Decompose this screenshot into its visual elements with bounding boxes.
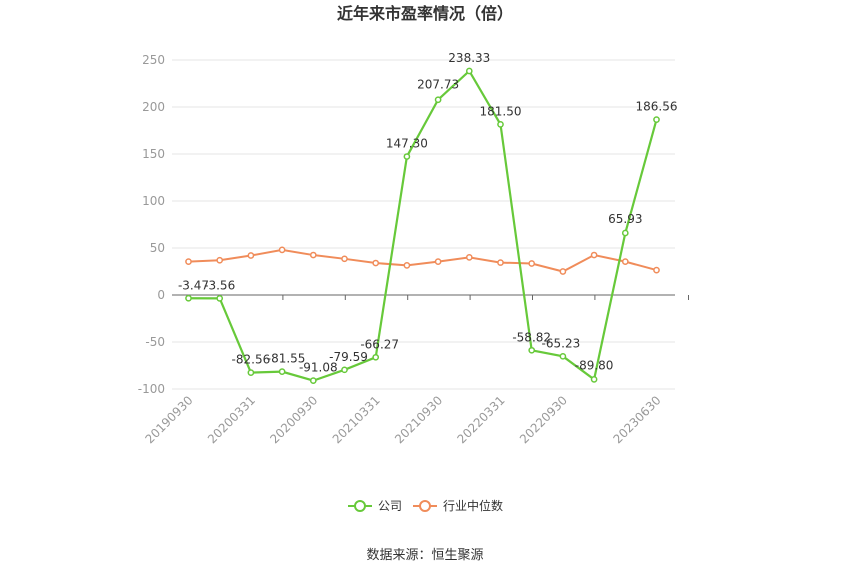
data-source: 数据来源：恒生聚源 <box>366 548 483 563</box>
company-pe-data-label: -58.82 <box>512 330 551 344</box>
company-pe-data-label: -3.56 <box>204 278 235 292</box>
x-tick-label: 20220331 <box>455 393 508 446</box>
industry-median-pe-point[interactable] <box>559 268 567 275</box>
company-pe-point[interactable] <box>216 294 224 302</box>
chart-title: 近年来市盈率情况（倍） <box>337 4 513 23</box>
industry-median-pe-point[interactable] <box>372 259 380 267</box>
legend-marker-swatch <box>354 500 366 512</box>
company-pe-point[interactable] <box>434 96 442 104</box>
industry-median-pe-point[interactable] <box>247 252 255 259</box>
company-pe-point[interactable] <box>465 67 473 75</box>
industry-median-pe-point[interactable] <box>403 262 411 269</box>
x-tick-label: 20220930 <box>517 393 570 446</box>
x-tick-label: 20190930 <box>143 393 196 446</box>
y-tick-label: 200 <box>142 100 165 114</box>
series-layer: -3.47-3.56 -82.56-81.55-91.08-79.59-66.27… <box>178 51 678 384</box>
company-pe-point[interactable] <box>403 153 411 160</box>
x-tick-label: 20210331 <box>330 393 383 446</box>
company-pe-point[interactable] <box>590 376 598 383</box>
industry-median-pe-point[interactable] <box>341 255 348 263</box>
company-pe-data-label: -79.59 <box>329 350 368 364</box>
y-tick-label: -100 <box>138 382 165 396</box>
company-pe-data-label: -91.08 <box>299 361 338 375</box>
company-pe-data-label: 147.30 <box>386 137 428 151</box>
y-tick-label: 250 <box>142 53 165 67</box>
company-pe-data-label: 238.33 <box>448 51 490 65</box>
industry-median-pe-point[interactable] <box>216 256 224 264</box>
y-tick-label: 0 <box>157 288 165 302</box>
industry-median-pe-point[interactable] <box>590 251 598 259</box>
industry-median-pe-point[interactable] <box>309 251 317 259</box>
y-tick-label: 100 <box>142 194 165 208</box>
industry-median-pe-point[interactable] <box>278 246 286 254</box>
x-tick-label: 20230630 <box>611 393 664 446</box>
company-pe-data-label: -81.55 <box>267 352 306 366</box>
company-pe-point[interactable] <box>621 229 629 237</box>
company-pe-point[interactable] <box>309 377 317 384</box>
company-pe-point[interactable] <box>372 353 380 361</box>
company-pe-point[interactable] <box>341 366 348 374</box>
company-pe-data-label: 186.56 <box>636 100 678 114</box>
company-pe-point[interactable] <box>497 121 504 128</box>
industry-median-pe-line <box>188 248 657 273</box>
y-axis: 250 200 150 100 50 0 -50 -100 <box>138 53 165 396</box>
legend-label: 公司 <box>378 499 402 513</box>
industry-median-pe-point[interactable] <box>497 259 504 266</box>
legend-label: 行业中位数 <box>443 498 503 513</box>
x-tick-label: 20200930 <box>267 393 320 446</box>
industry-median-pe-point[interactable] <box>434 258 442 265</box>
company-pe-point[interactable] <box>185 294 192 302</box>
legend[interactable]: 公司 行业中位数 <box>348 498 503 513</box>
company-pe-data-label: -3.47 <box>178 278 209 292</box>
legend-item-industry-median[interactable]: 行业中位数 <box>413 498 503 513</box>
legend-marker-swatch <box>419 500 431 512</box>
company-pe-data-label: 181.50 <box>480 104 522 118</box>
company-pe-point[interactable] <box>653 116 660 123</box>
company-pe-data-label: -89.80 <box>575 358 614 372</box>
company-pe-data-label: -65.23 <box>542 336 581 350</box>
industry-median-pe-point[interactable] <box>621 258 629 265</box>
company-pe-point[interactable] <box>528 346 536 354</box>
industry-median-pe-point[interactable] <box>465 254 473 261</box>
x-tick-label: 20210930 <box>392 393 445 446</box>
grid <box>172 59 675 390</box>
company-pe-data-label: 65.93 <box>608 212 642 226</box>
industry-median-pe-point[interactable] <box>653 266 660 274</box>
company-pe-data-label: -66.27 <box>360 337 399 351</box>
y-tick-label: 50 <box>150 241 165 255</box>
y-tick-label: -50 <box>145 335 165 349</box>
company-pe-point[interactable] <box>247 369 255 376</box>
industry-median-pe-point[interactable] <box>185 258 192 265</box>
x-tick-label: 20200331 <box>205 393 258 446</box>
legend-item-company[interactable]: 公司 <box>348 499 402 513</box>
company-pe-point[interactable] <box>278 368 286 376</box>
company-pe-data-label: 207.73 <box>417 78 459 92</box>
company-pe-point[interactable] <box>559 352 567 360</box>
company-pe-data-label: -82.56 <box>232 353 271 367</box>
company-pe-line <box>188 69 658 382</box>
y-tick-label: 150 <box>142 147 165 161</box>
industry-median-pe-point[interactable] <box>528 260 536 267</box>
